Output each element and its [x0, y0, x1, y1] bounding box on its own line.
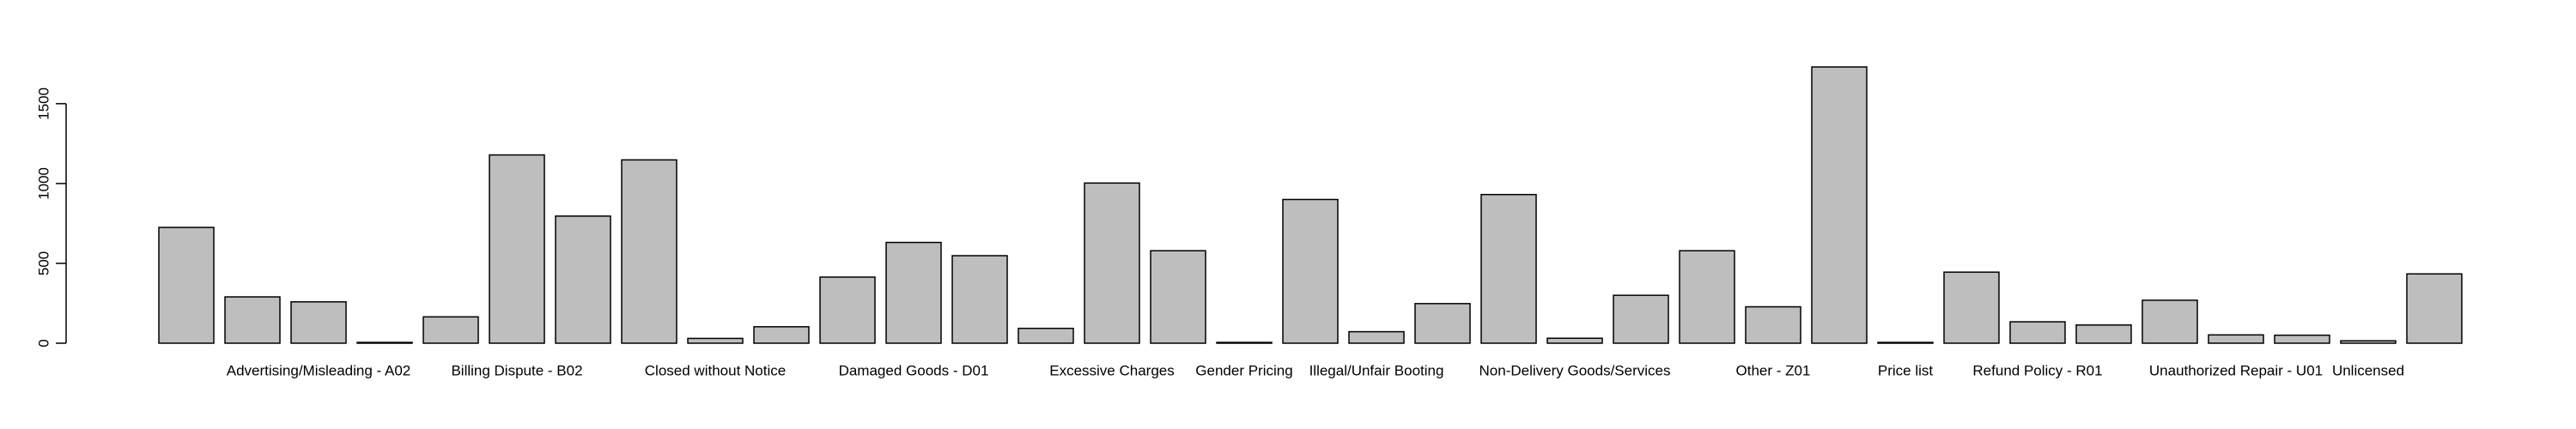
bar	[621, 159, 677, 344]
bar	[1216, 341, 1273, 344]
bar	[2406, 273, 2463, 344]
x-tick-label: Non-Delivery Goods/Services	[1479, 362, 1671, 378]
y-tick-label: 1500	[35, 88, 52, 120]
y-tick-label: 1000	[35, 167, 52, 200]
bar	[224, 296, 281, 344]
bar	[555, 215, 611, 344]
bar	[1877, 341, 1934, 344]
x-tick-label: Unauthorized Repair - U01	[2149, 362, 2323, 378]
bar	[1546, 337, 1603, 344]
bar	[290, 301, 347, 344]
x-tick-label: Illegal/Unfair Booting	[1309, 362, 1444, 378]
bar	[2208, 334, 2264, 344]
bar	[753, 326, 810, 344]
bar	[1679, 250, 1735, 344]
x-tick-label: Refund Policy - R01	[1972, 362, 2102, 378]
bar	[687, 337, 744, 344]
bar	[1084, 182, 1140, 344]
bar	[819, 276, 876, 344]
bar	[2009, 321, 2066, 344]
bar	[1613, 294, 1669, 344]
x-tick-label: Advertising/Misleading - A02	[227, 362, 411, 378]
y-tick-label: 0	[35, 339, 52, 347]
bar	[1745, 305, 1801, 344]
bar	[158, 227, 215, 344]
bar	[1348, 330, 1405, 344]
bar	[1282, 198, 1339, 344]
y-tick-label: 500	[35, 251, 52, 275]
bar	[1150, 250, 1206, 344]
bar	[1018, 327, 1074, 344]
bar	[356, 341, 413, 344]
bar	[1414, 303, 1471, 344]
x-tick-label: Damaged Goods - D01	[839, 362, 989, 378]
bar	[422, 316, 479, 344]
bar	[1480, 193, 1537, 344]
bar	[2274, 334, 2330, 344]
x-tick-label: Other - Z01	[1736, 362, 1811, 378]
bar	[1811, 66, 1868, 344]
x-tick-label: Unlicensed	[2332, 362, 2404, 378]
bar	[2075, 324, 2132, 344]
x-tick-label: Billing Dispute - B02	[451, 362, 582, 378]
bar	[1943, 271, 2000, 344]
bar	[885, 241, 942, 344]
bar	[951, 255, 1008, 344]
x-tick-label: Gender Pricing	[1195, 362, 1292, 378]
x-tick-label: Closed without Notice	[645, 362, 786, 378]
bar	[2340, 340, 2397, 344]
x-tick-label: Excessive Charges	[1049, 362, 1175, 378]
bar	[489, 154, 545, 344]
x-tick-label: Price list	[1878, 362, 1934, 378]
bar	[2142, 299, 2198, 344]
